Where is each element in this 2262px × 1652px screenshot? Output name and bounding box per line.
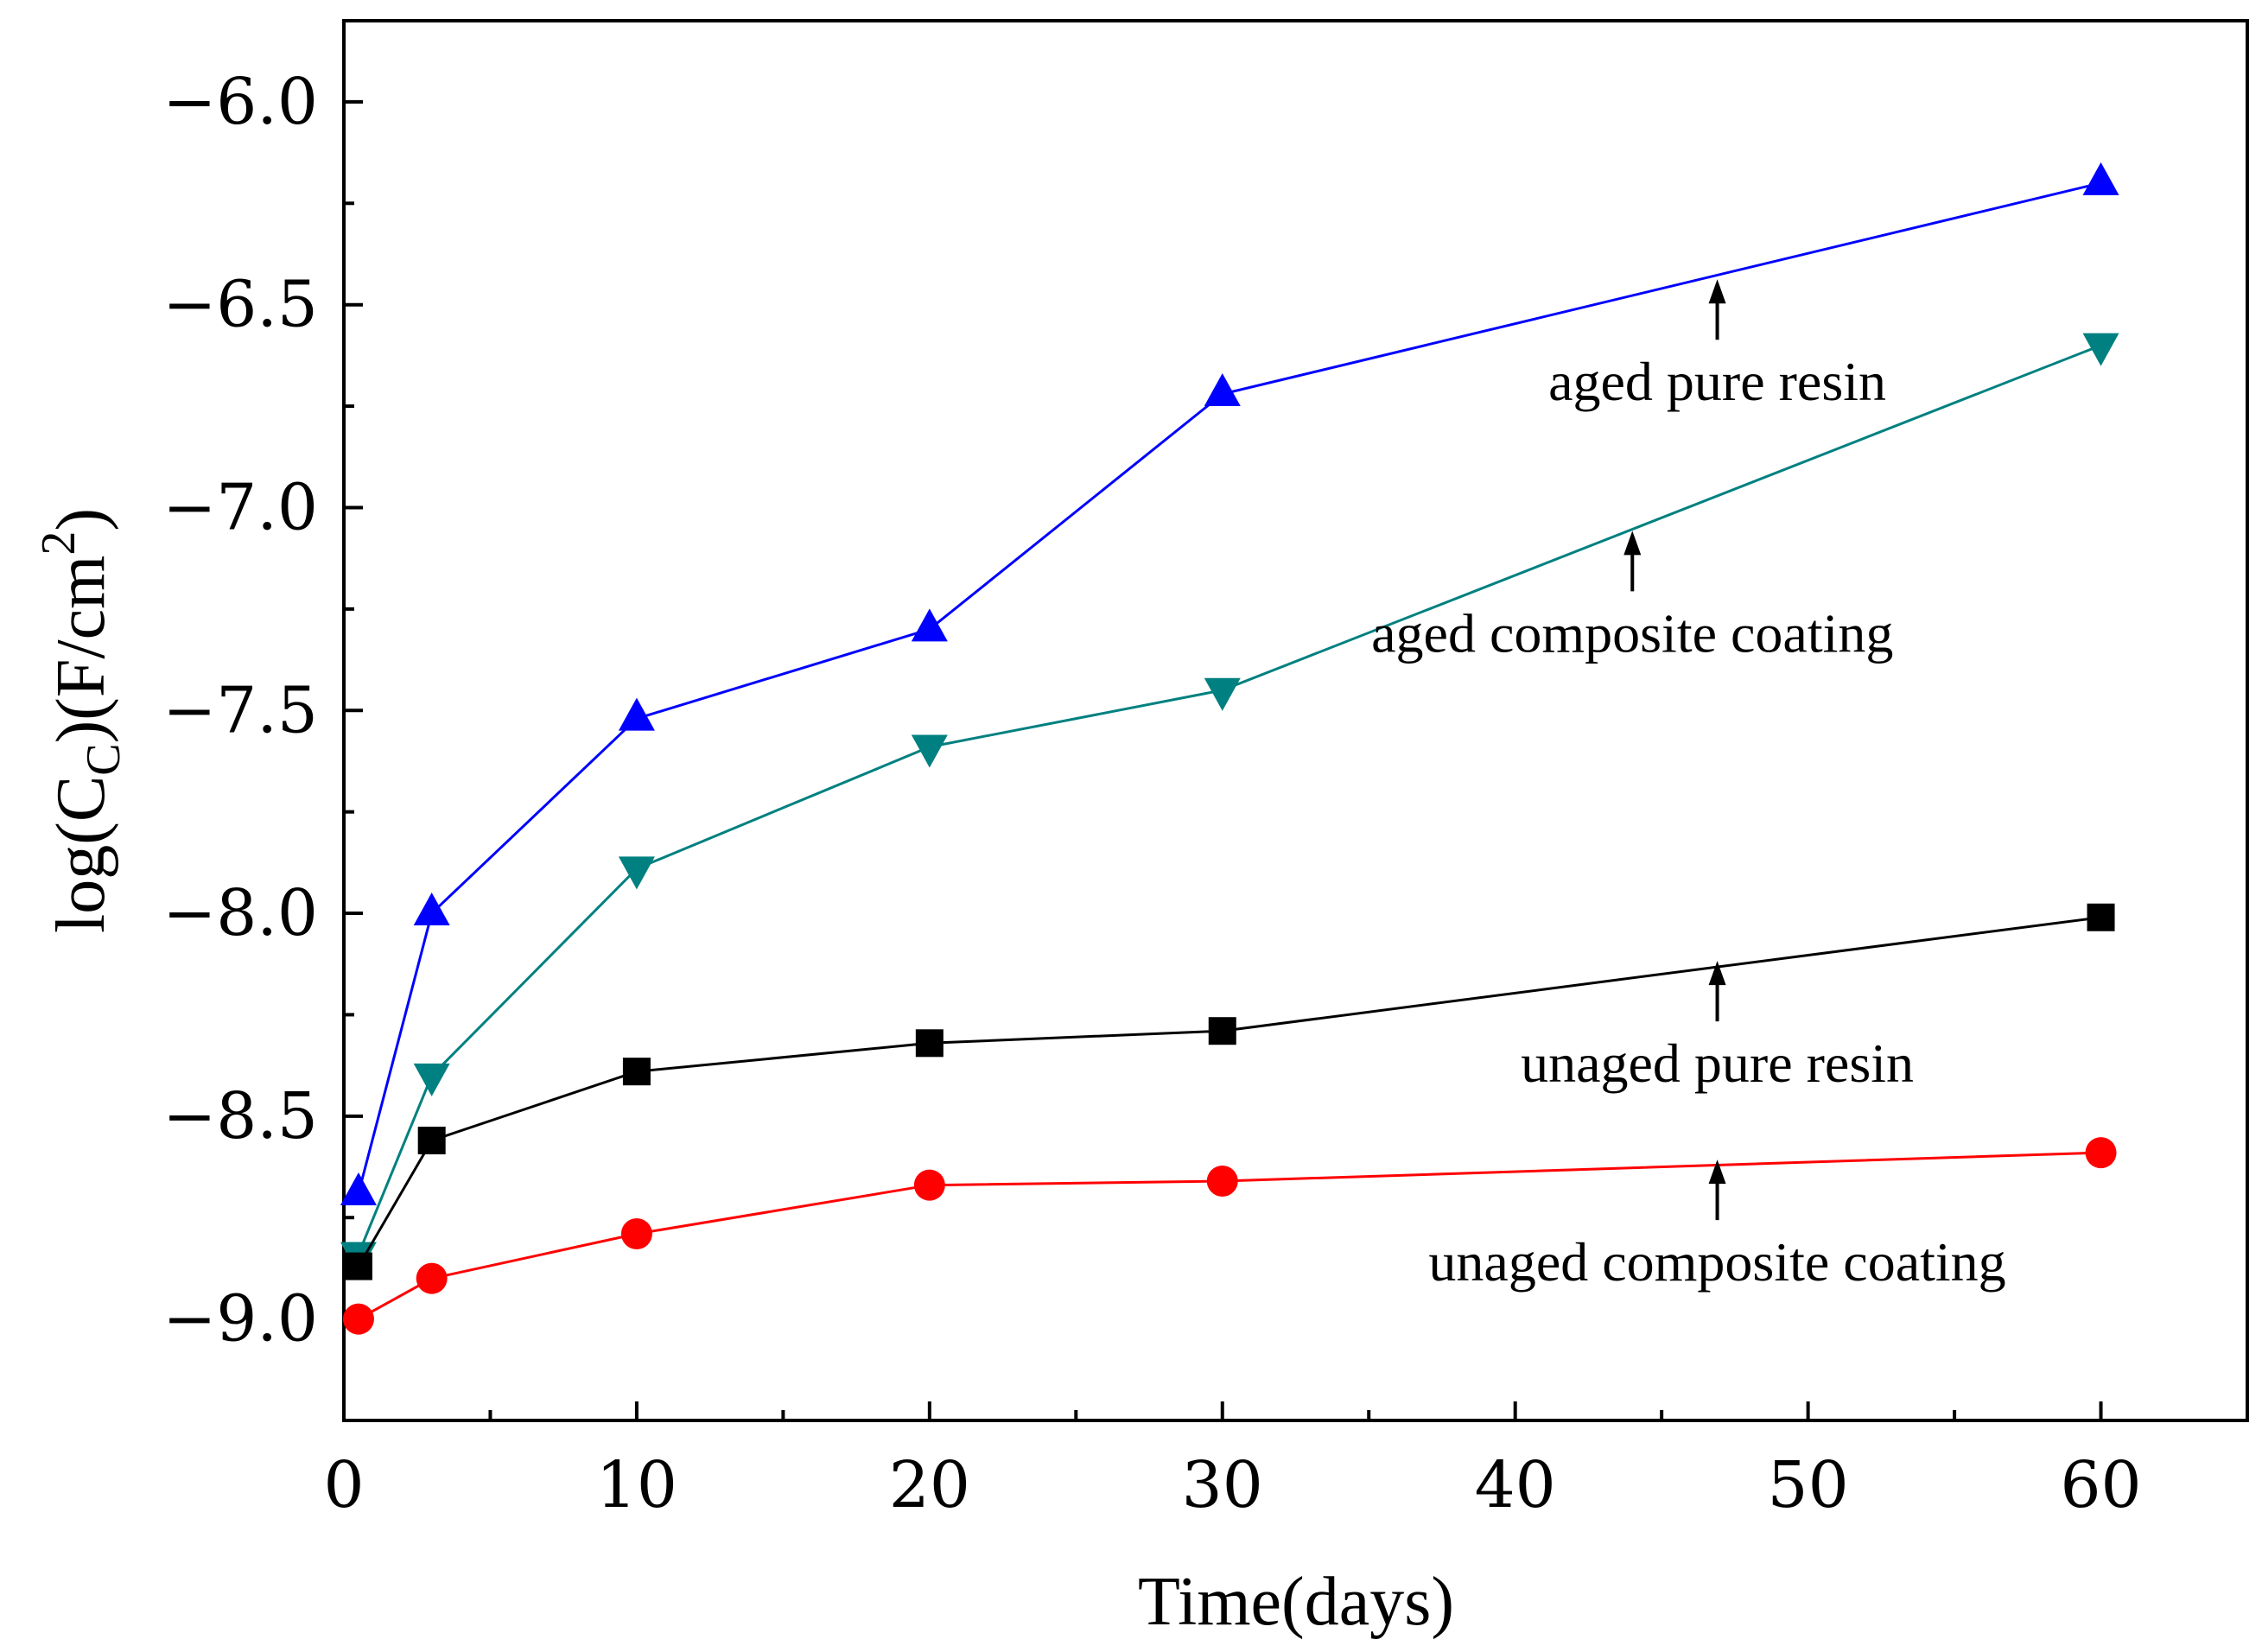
plot-frame — [342, 19, 2249, 1422]
x-tick-label: 0 — [323, 1448, 364, 1522]
x-tick-label: 30 — [1182, 1448, 1263, 1522]
data-point-unaged-composite-coating — [2085, 1137, 2117, 1169]
data-point-aged-pure-resin — [340, 1172, 377, 1206]
annotation-layer: aged pure resin aged composite coating una… — [1371, 279, 2006, 1293]
annotation-label-unaged-pure-resin: unaged pure resin — [1521, 1032, 1914, 1094]
data-point-aged-pure-resin — [413, 893, 450, 926]
x-tick-label: 40 — [1475, 1448, 1556, 1522]
data-point-unaged-pure-resin — [2087, 903, 2115, 931]
data-point-unaged-pure-resin — [417, 1127, 446, 1154]
annotation-arrowhead-unaged-composite-coating — [1708, 1160, 1726, 1185]
data-point-unaged-composite-coating — [416, 1262, 448, 1294]
data-point-aged-composite-coating — [618, 856, 655, 890]
y-tick-label: −6.0 — [162, 65, 318, 139]
annotation-arrowhead-unaged-pure-resin — [1708, 961, 1726, 986]
series-line-aged-pure-resin — [357, 181, 2101, 1194]
y-tick-label: −8.5 — [162, 1079, 318, 1153]
y-tick-label: −9.0 — [162, 1282, 318, 1357]
y-axis-title-suffix: ) — [43, 508, 119, 531]
data-point-aged-pure-resin — [1204, 373, 1241, 406]
axes: 0 10 20 30 40 50 60 −9.0 −8.5 −8.0 −7.5 −7.0 −6.5 −6.… — [162, 65, 2141, 1522]
data-point-unaged-composite-coating — [1206, 1165, 1238, 1197]
data-point-aged-pure-resin — [618, 697, 655, 731]
annotation-label-unaged-composite-coating: unaged composite coating — [1428, 1231, 2005, 1293]
y-tick-label: −8.0 — [162, 876, 318, 950]
y-tick-label: −7.0 — [162, 470, 318, 544]
data-point-unaged-pure-resin — [622, 1058, 651, 1086]
x-tick-label: 60 — [2060, 1448, 2141, 1522]
y-axis-title-subscript: C — [77, 743, 130, 775]
y-tick-label: −6.5 — [162, 268, 318, 342]
annotation-label-aged-composite-coating: aged composite coating — [1371, 602, 1893, 664]
data-point-unaged-composite-coating — [620, 1218, 652, 1249]
series-layer — [340, 162, 2119, 1335]
data-point-unaged-pure-resin — [344, 1252, 372, 1280]
data-point-aged-composite-coating — [911, 734, 948, 768]
data-point-aged-pure-resin — [2082, 162, 2119, 195]
data-point-unaged-pure-resin — [1208, 1017, 1236, 1045]
data-point-unaged-composite-coating — [342, 1303, 374, 1335]
y-axis-title-prefix: log(C — [43, 776, 119, 933]
x-tick-label: 10 — [596, 1448, 677, 1522]
series-line-unaged-pure-resin — [357, 916, 2101, 1268]
data-point-unaged-pure-resin — [915, 1029, 944, 1058]
y-axis-title: log(CC)(F/cm2) — [32, 508, 130, 933]
x-axis-title: Time(days) — [1138, 1564, 1454, 1640]
y-axis-title-mid: )(F/cm — [43, 556, 119, 744]
annotation-arrowhead-aged-composite-coating — [1623, 531, 1642, 556]
data-point-aged-composite-coating — [413, 1063, 450, 1096]
x-tick-label: 50 — [1768, 1448, 1849, 1522]
series-line-aged-composite-coating — [357, 344, 2102, 1255]
x-tick-label: 20 — [889, 1448, 970, 1522]
data-point-aged-composite-coating — [1204, 677, 1241, 711]
data-point-aged-pure-resin — [911, 608, 948, 642]
y-tick-label: −7.5 — [162, 673, 318, 747]
data-point-unaged-composite-coating — [913, 1169, 945, 1201]
annotation-arrowhead-aged-pure-resin — [1708, 279, 1726, 304]
data-point-aged-composite-coating — [2082, 333, 2119, 366]
annotation-label-aged-pure-resin: aged pure resin — [1548, 351, 1886, 412]
y-axis-title-superscript: 2 — [32, 531, 86, 556]
